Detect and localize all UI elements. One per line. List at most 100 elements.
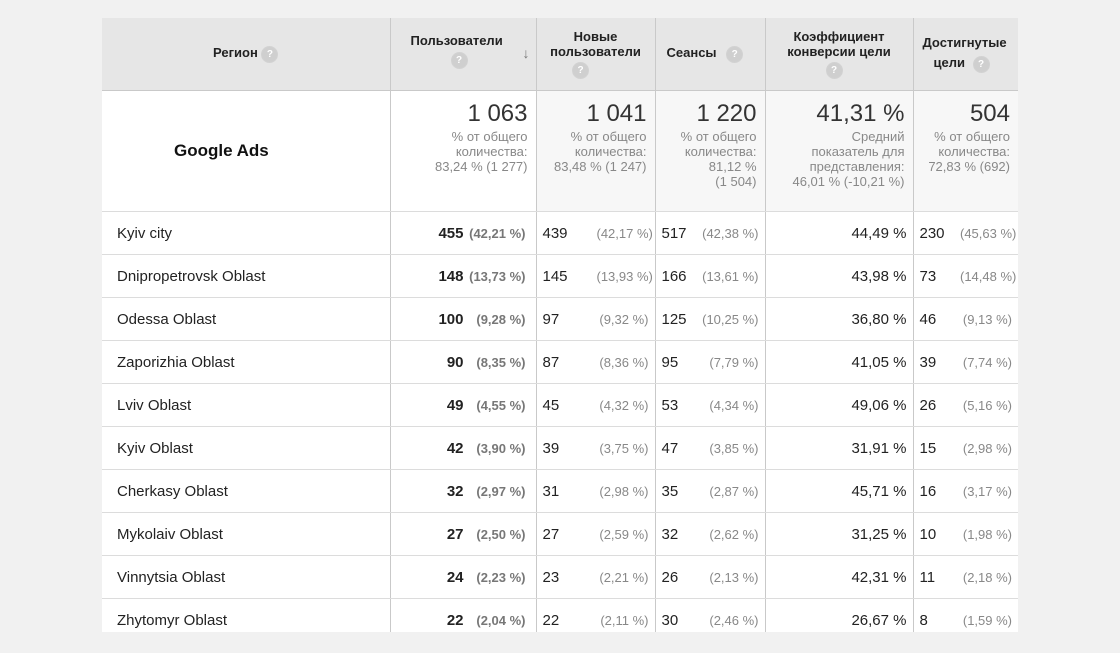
column-header-users[interactable]: Пользователи ? ↓: [390, 18, 537, 91]
users-cell: 42 (3,90 %): [390, 426, 537, 470]
summary-note-line: 81,12 %: [708, 159, 757, 174]
region-cell[interactable]: Lviv Oblast: [102, 383, 391, 427]
column-header-region[interactable]: Регион ?: [102, 18, 391, 91]
summary-note-line: 83,24 % (1 277): [434, 159, 528, 174]
goals-percent: (1,59 %): [962, 612, 1012, 628]
column-header-goals[interactable]: Достигнутые цели ?: [913, 18, 1018, 91]
region-cell[interactable]: Kyiv Oblast: [102, 426, 391, 470]
region-name[interactable]: Zaporizhia Oblast: [117, 353, 235, 371]
sessions-percent: (2,87 %): [709, 483, 759, 499]
help-icon[interactable]: ?: [825, 62, 843, 80]
region-name[interactable]: Cherkasy Oblast: [117, 482, 228, 500]
conversion-value: 31,25 %: [851, 525, 907, 543]
goals-value: 8: [919, 611, 928, 629]
new-users-percent: (2,59 %): [599, 526, 649, 542]
summary-note-line: % от общего: [570, 129, 647, 144]
region-name[interactable]: Dnipropetrovsk Oblast: [117, 267, 266, 285]
help-icon[interactable]: ?: [450, 52, 468, 70]
table-row[interactable]: Dnipropetrovsk Oblast 148 (13,73 %) 145 (13,…: [102, 254, 1018, 298]
summary-value: 1 041: [586, 100, 647, 127]
summary-row: Google Ads 1 063 % от общего количества:…: [102, 90, 1018, 212]
region-name[interactable]: Kyiv Oblast: [117, 439, 193, 457]
sessions-percent: (10,25 %): [702, 311, 759, 327]
region-cell[interactable]: Zhytomyr Oblast: [102, 598, 391, 632]
region-name[interactable]: Zhytomyr Oblast: [117, 611, 228, 629]
summary-note-line: показатель для: [811, 144, 905, 159]
column-header-sessions[interactable]: Сеансы ?: [655, 18, 766, 91]
table-row[interactable]: Cherkasy Oblast 32 (2,97 %) 31 (2,98 %) 35 (2,…: [102, 469, 1018, 513]
summary-note-line: представления:: [809, 159, 905, 174]
region-cell[interactable]: Dnipropetrovsk Oblast: [102, 254, 391, 298]
conversion-cell: 49,06 %: [765, 383, 914, 427]
help-icon[interactable]: ?: [726, 45, 744, 63]
column-header-label: Новые: [573, 28, 618, 44]
table-row[interactable]: Lviv Oblast 49 (4,55 %) 45 (4,32 %) 53 (4,34 %…: [102, 383, 1018, 427]
users-cell: 32 (2,97 %): [390, 469, 537, 513]
goals-value: 11: [919, 568, 936, 586]
conversion-cell: 45,71 %: [765, 469, 914, 513]
new-users-value: 45: [542, 396, 560, 414]
summary-value: 1 063: [467, 100, 528, 127]
region-table: Регион ? Пользователи ? ↓ Новые пользова…: [102, 18, 1018, 632]
goals-cell: 46 (9,13 %): [913, 297, 1018, 341]
users-percent: (2,04 %): [476, 612, 526, 628]
goals-value: 46: [919, 310, 937, 328]
region-name[interactable]: Odessa Oblast: [117, 310, 217, 328]
summary-note-line: % от общего: [451, 129, 528, 144]
conversion-cell: 31,25 %: [765, 512, 914, 556]
conversion-value: 31,91 %: [851, 439, 907, 457]
conversion-value: 42,31 %: [851, 568, 907, 586]
region-cell[interactable]: Kyiv city: [102, 211, 391, 255]
table-row[interactable]: Mykolaiv Oblast 27 (2,50 %) 27 (2,59 %) 32 (2,…: [102, 512, 1018, 556]
conversion-value: 26,67 %: [851, 611, 907, 629]
region-cell[interactable]: Mykolaiv Oblast: [102, 512, 391, 556]
goals-percent: (9,13 %): [962, 311, 1012, 327]
table-row[interactable]: Odessa Oblast 100 (9,28 %) 97 (9,32 %) 125 (10…: [102, 297, 1018, 341]
table-row[interactable]: Kyiv Oblast 42 (3,90 %) 39 (3,75 %) 47 (3,85 %…: [102, 426, 1018, 470]
sort-descending-icon[interactable]: ↓: [522, 45, 530, 61]
column-header-new-users[interactable]: Новые пользователи ?: [536, 18, 656, 91]
region-name[interactable]: Kyiv city: [117, 224, 173, 242]
table-row[interactable]: Zaporizhia Oblast 90 (8,35 %) 87 (8,36 %) 95 (…: [102, 340, 1018, 384]
column-header-label: Сеансы: [666, 45, 717, 61]
region-name[interactable]: Lviv Oblast: [117, 396, 192, 414]
region-cell[interactable]: Odessa Oblast: [102, 297, 391, 341]
sessions-value: 32: [661, 525, 679, 543]
sessions-value: 30: [661, 611, 679, 629]
new-users-cell: 23 (2,21 %): [536, 555, 656, 599]
help-icon[interactable]: ?: [972, 55, 990, 73]
help-icon[interactable]: ?: [261, 45, 279, 63]
users-cell: 22 (2,04 %): [390, 598, 537, 632]
users-cell: 27 (2,50 %): [390, 512, 537, 556]
table-row[interactable]: Kyiv city 455 (42,21 %) 439 (42,17 %) 517 (42,…: [102, 211, 1018, 255]
conversion-value: 43,98 %: [851, 267, 907, 285]
summary-note: % от общего количества: 81,12 % (1 504): [664, 129, 757, 189]
summary-note-line: 72,83 % (692): [928, 159, 1010, 174]
sessions-value: 95: [661, 353, 679, 371]
region-name[interactable]: Vinnytsia Oblast: [117, 568, 226, 586]
goals-cell: 8 (1,59 %): [913, 598, 1018, 632]
new-users-value: 23: [542, 568, 560, 586]
summary-note-line: % от общего: [934, 129, 1010, 144]
new-users-cell: 39 (3,75 %): [536, 426, 656, 470]
users-percent: (13,73 %): [469, 268, 526, 284]
users-cell: 455 (42,21 %): [390, 211, 537, 255]
summary-note-line: 46,01 % (-10,21 %): [792, 174, 905, 189]
region-name[interactable]: Mykolaiv Oblast: [117, 525, 223, 543]
region-cell[interactable]: Vinnytsia Oblast: [102, 555, 391, 599]
region-cell[interactable]: Zaporizhia Oblast: [102, 340, 391, 384]
region-cell[interactable]: Cherkasy Oblast: [102, 469, 391, 513]
help-icon[interactable]: ?: [572, 62, 589, 80]
users-value: 148: [438, 267, 464, 285]
summary-users: 1 063 % от общего количества: 83,24 % (1…: [390, 90, 537, 212]
new-users-percent: (3,75 %): [599, 440, 649, 456]
users-cell: 100 (9,28 %): [390, 297, 537, 341]
goals-percent: (14,48 %): [960, 268, 1017, 284]
goals-cell: 26 (5,16 %): [913, 383, 1018, 427]
users-value: 90: [446, 353, 464, 371]
table-row[interactable]: Vinnytsia Oblast 24 (2,23 %) 23 (2,21 %) 26 (2…: [102, 555, 1018, 599]
table-row[interactable]: Zhytomyr Oblast 22 (2,04 %) 22 (2,11 %) 30 (2,…: [102, 598, 1018, 632]
column-header-label: Достигнутые: [922, 35, 1007, 51]
column-header-conversion[interactable]: Коэффициент конверсии цели ?: [765, 18, 914, 91]
new-users-value: 22: [542, 611, 560, 629]
